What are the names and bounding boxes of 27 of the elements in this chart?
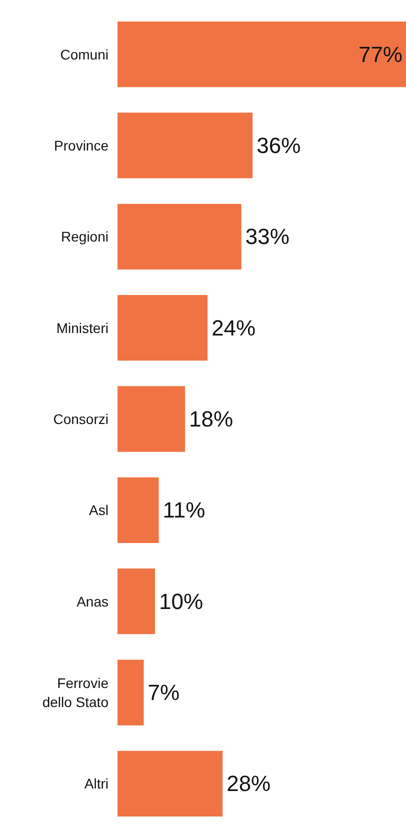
data-label: 18% bbox=[189, 406, 234, 432]
y-tick-label: Province bbox=[54, 137, 109, 154]
y-tick-label: Comuni bbox=[60, 46, 109, 62]
bar bbox=[118, 295, 208, 361]
data-label: 10% bbox=[159, 588, 204, 614]
y-tick-label: Ferrovie dello Stato bbox=[42, 674, 109, 710]
data-label: 28% bbox=[226, 771, 271, 796]
data-label: 36% bbox=[256, 132, 301, 158]
y-tick-label: Regioni bbox=[61, 228, 109, 245]
bar bbox=[118, 750, 223, 817]
data-label: 33% bbox=[245, 224, 290, 250]
data-label: 77% bbox=[358, 42, 403, 67]
data-label: 11% bbox=[162, 498, 206, 523]
bar bbox=[118, 660, 144, 726]
data-label: 24% bbox=[212, 315, 256, 340]
y-tick-label: Anas bbox=[76, 593, 109, 610]
y-tick-label: Ministeri bbox=[56, 320, 109, 336]
bar bbox=[118, 21, 406, 88]
bar bbox=[118, 386, 186, 452]
y-tick-label: Consorzi bbox=[53, 411, 109, 427]
bar bbox=[118, 112, 253, 178]
bar bbox=[118, 477, 159, 543]
y-tick-label: Asl bbox=[89, 502, 109, 518]
data-label: 7% bbox=[148, 680, 180, 706]
bar bbox=[118, 568, 156, 634]
y-tick-label: Altri bbox=[84, 776, 109, 792]
bar bbox=[118, 204, 242, 270]
